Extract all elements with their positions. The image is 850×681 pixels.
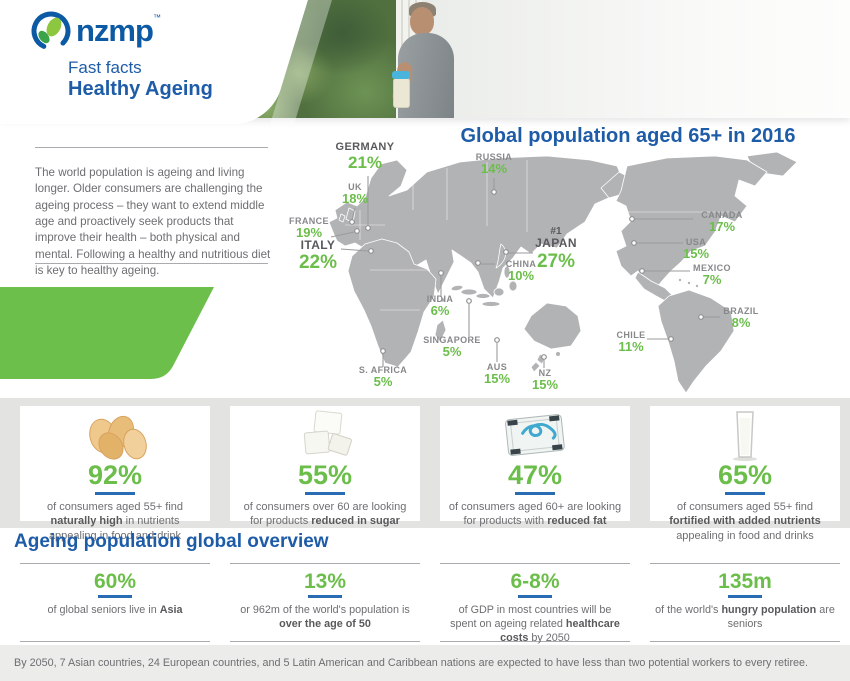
map-label-uk: UK 18% — [341, 182, 369, 207]
overview-text: of GDP in most countries will be spent o… — [450, 604, 620, 645]
stat-value: 92% — [87, 460, 143, 490]
stat-value: 55% — [297, 460, 353, 490]
logo-wordmark: nzmp — [76, 13, 154, 48]
trademark-symbol: ™ — [152, 12, 161, 22]
underline — [515, 492, 555, 495]
japan-rank-badge: #1 — [550, 226, 562, 237]
stat-card-reduced-fat: 47% of consumers aged 60+ are looking fo… — [440, 406, 630, 527]
overview-text: of global seniors live in Asia — [47, 604, 183, 616]
nzmp-logo: nzmp ™ — [28, 8, 161, 54]
banner-shape — [0, 287, 214, 379]
header-subtitle: Fast facts — [68, 58, 142, 77]
map-label-italy: ITALY 22% — [298, 238, 338, 274]
map-label-canada: CANADA 17% — [701, 210, 743, 235]
map-label-brazil: BRAZIL 8% — [723, 306, 759, 331]
footnote-band: By 2050, 7 Asian countries, 24 European … — [0, 645, 850, 681]
weighing-scale-icon — [440, 410, 630, 462]
map-label-nz: NZ 15% — [531, 368, 559, 393]
underline — [95, 492, 135, 495]
stat-card-reduced-sugar: 55% of consumers over 60 are looking for… — [230, 406, 420, 527]
overview-value: 6-8% — [510, 570, 560, 593]
stat-text: of consumers aged 55+ find fortified wit… — [669, 501, 821, 542]
map-label-russia: RUSSIA 14% — [475, 152, 513, 177]
map-label-usa: USA 15% — [682, 237, 710, 262]
map-label-germany: GERMANY 21% — [335, 141, 395, 173]
shaker-bottle — [393, 78, 410, 108]
seniors-banner: BY 2050 2.1B SENIORS — [0, 287, 218, 654]
underline — [725, 492, 765, 495]
overview-title: Ageing population global overview — [14, 531, 329, 552]
map-label-india: INDIA 6% — [426, 294, 454, 319]
footnote-text: By 2050, 7 Asian countries, 24 European … — [14, 657, 809, 669]
man-photo — [410, 7, 434, 35]
stat-text: of consumers over 60 are looking for pro… — [243, 501, 407, 528]
overview-item-over-50: 13% or 962m of the world's population is… — [230, 563, 420, 642]
shaker-bottle-lid — [392, 71, 410, 79]
intro-rule-bottom — [35, 263, 268, 264]
nzmp-leaf-icon — [31, 11, 71, 51]
underline — [305, 492, 345, 495]
overview-value: 60% — [93, 570, 137, 593]
intro-paragraph: The world population is ageing and livin… — [35, 165, 271, 278]
stat-text: of consumers aged 55+ find naturally hig… — [46, 501, 184, 542]
map-title: Global population aged 65+ in 2016 — [460, 125, 796, 147]
banner-line1: BY 2050 — [69, 579, 131, 595]
stat-card-naturally-high: 92% of consumers aged 55+ find naturally… — [20, 406, 210, 542]
overview-value: 13% — [303, 570, 347, 593]
stat-value: 65% — [717, 460, 773, 490]
overview-text: of the world's hungry population are sen… — [655, 604, 835, 631]
map-label-singapore: SINGAPORE 5% — [423, 335, 481, 360]
stat-value: 47% — [507, 460, 563, 490]
overview-value: 135m — [718, 570, 772, 593]
header: nzmp ™ Fast facts Healthy Ageing — [0, 0, 850, 124]
underline — [98, 595, 132, 598]
underline — [728, 595, 762, 598]
overview-item-asia: 60% of global seniors live in Asia — [20, 563, 210, 642]
stat-card-fortified: 65% of consumers aged 55+ find fortified… — [650, 406, 840, 542]
map-label-chile: CHILE 11% — [616, 330, 646, 355]
overview-item-gdp: 6-8% of GDP in most countries will be sp… — [440, 563, 630, 645]
intro-rule-top — [35, 147, 268, 148]
overview-text: or 962m of the world's population is ove… — [240, 604, 410, 631]
map-label-france: FRANCE 19% — [289, 216, 329, 241]
stat-text: of consumers aged 60+ are looking for pr… — [448, 501, 622, 528]
world-map — [328, 151, 798, 394]
underline — [308, 595, 342, 598]
milk-glass-icon — [650, 410, 840, 462]
page-title: Healthy Ageing — [68, 78, 213, 100]
overview-item-hungry: 135m of the world's hungry population ar… — [650, 563, 840, 642]
map-label-japan: #1 JAPAN 27% — [535, 226, 577, 272]
underline — [518, 595, 552, 598]
banner-value: 2.1B — [57, 594, 143, 638]
map-label-mexico: MEXICO 7% — [693, 263, 731, 288]
map-label-aus: AUS 15% — [483, 362, 511, 387]
map-label-s-africa: S. AFRICA 5% — [358, 365, 408, 390]
peanuts-icon — [20, 410, 210, 462]
sugar-cubes-icon — [230, 410, 420, 462]
map-label-china: CHINA 10% — [505, 259, 537, 284]
